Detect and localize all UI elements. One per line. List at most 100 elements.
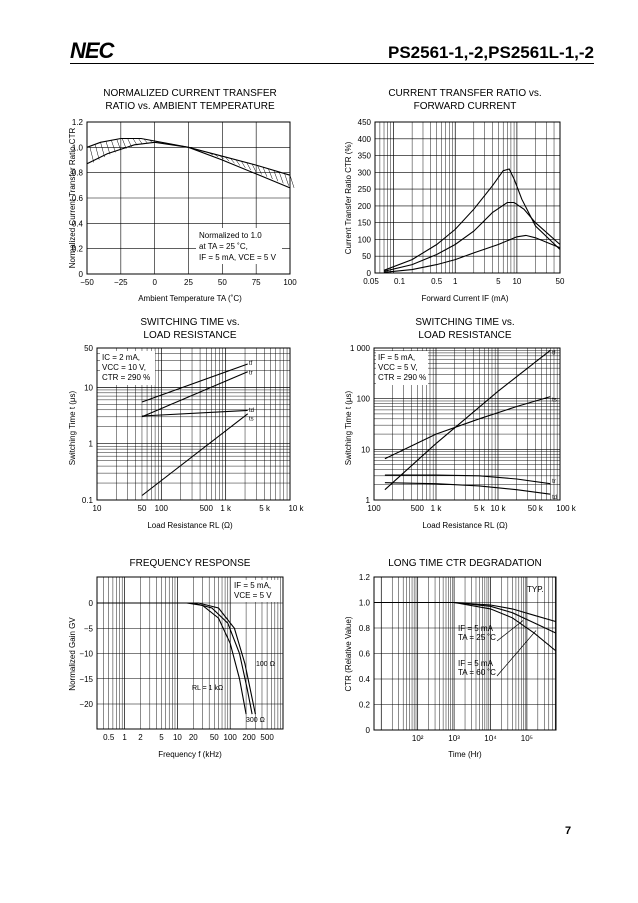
x-tick-label: 5 (159, 733, 164, 742)
x-tick-label: 500 (200, 504, 214, 513)
chart6-note-25: IF = 5 mA (458, 624, 494, 633)
hatch-line (278, 171, 284, 184)
y-tick-label: 0.2 (72, 245, 84, 254)
y-tick-label: 0 (79, 270, 84, 279)
chart4-title: SWITCHING TIME vs. (415, 317, 514, 328)
x-tick-label: 50 k (528, 504, 544, 513)
chart2-frame (374, 121, 561, 274)
hatch-line (251, 163, 257, 173)
chart4-frame (373, 347, 561, 501)
chart4-title: LOAD RESISTANCE (418, 330, 511, 341)
curve-label: 100 Ω (256, 661, 275, 668)
note-box (196, 228, 282, 264)
hatch-line (170, 143, 176, 145)
x-axis-label: Ambient Temperature TA (˚C) (138, 294, 242, 303)
x-tick-label: 10⁴ (484, 734, 497, 743)
y-tick-label: 0.6 (359, 650, 371, 659)
header-rule (70, 63, 594, 64)
x-tick-label: 1 (122, 733, 127, 742)
hatch-line (127, 138, 132, 148)
hatch-line (262, 166, 268, 177)
y-axis-label: Normalized Gain GV (68, 617, 77, 691)
x-tick-label: 100 (283, 278, 297, 287)
series-rl-100 (97, 602, 256, 715)
hatch-line (219, 155, 224, 160)
chart3-note: IC = 2 mA, (102, 353, 140, 362)
leader-line (496, 620, 524, 642)
hatch-line (235, 159, 241, 166)
y-tick-label: 1 (89, 440, 94, 449)
x-tick-label: 10 (173, 733, 182, 742)
x-tick-label: 100 (367, 504, 381, 513)
chart3-title: SWITCHING TIME vs. (140, 317, 239, 328)
x-tick-label: 500 (260, 733, 274, 742)
chart6-note-60: IF = 5 mA (458, 659, 494, 668)
x-axis-label: Load Resistance RL (Ω) (422, 521, 508, 530)
curve-label: tf (249, 361, 253, 367)
chart1-note: Normalized to 1.0 (199, 231, 262, 240)
hatch-line (224, 156, 230, 162)
hatch-line (241, 161, 246, 168)
y-tick-label: 1 (366, 496, 371, 505)
chart1-title: RATIO vs. AMBIENT TEMPERATURE (105, 101, 275, 112)
chart1-title: NORMALIZED CURRENT TRANSFER (103, 88, 277, 99)
y-tick-label: 1.0 (359, 599, 371, 608)
hatch-line (154, 140, 159, 143)
series-ta-60 (374, 601, 557, 652)
y-tick-label: 0.1 (82, 496, 94, 505)
x-tick-label: 1 k (220, 504, 232, 513)
hatch-line (284, 173, 289, 186)
note-box (232, 580, 280, 602)
chart6-title: LONG TIME CTR DEGRADATION (388, 558, 542, 569)
y-tick-label: 250 (358, 185, 372, 194)
page-number: 7 (565, 825, 572, 837)
hatch-line (160, 141, 165, 144)
series-ts (141, 413, 249, 496)
chart5-note: IF = 5 mA, (234, 581, 271, 590)
series-tf (141, 363, 248, 403)
series-td (384, 482, 551, 495)
y-tick-label: 300 (358, 168, 372, 177)
curve-label: 300 Ω (246, 717, 265, 724)
y-tick-label: 100 (358, 235, 372, 244)
x-tick-label: 0.5 (103, 733, 115, 742)
y-tick-label: 50 (362, 252, 371, 261)
hatch-line (94, 144, 100, 160)
hatch-line (214, 153, 219, 158)
y-tick-label: −20 (79, 700, 93, 709)
x-tick-label: 2 (138, 733, 143, 742)
curve-label: tr (249, 371, 253, 377)
hatch-line (230, 158, 235, 164)
hatch-line (149, 139, 154, 144)
series-ctr-mid (383, 201, 561, 272)
chart6-note-25: TA = 25 ˚C (458, 633, 496, 642)
chart1-note: IF = 5 mA, VCE = 5 V (199, 253, 277, 262)
y-tick-label: 350 (358, 152, 372, 161)
curve-label: ts (552, 398, 557, 404)
hatch-line (121, 138, 127, 149)
y-tick-label: 0 (367, 269, 372, 278)
x-tick-label: 100 (155, 504, 169, 513)
chart1-note: at TA = 25 ˚C, (199, 242, 248, 251)
y-axis-label: Normalized Current Transfer Ratio CTR (68, 128, 77, 269)
chart6-frame (373, 576, 557, 731)
y-tick-label: 1.0 (72, 143, 84, 152)
hatch-line (89, 146, 95, 163)
chart3-title: LOAD RESISTANCE (143, 330, 236, 341)
x-tick-label: 10² (412, 734, 424, 743)
curve-label: td (249, 408, 254, 414)
series-rl-300 (97, 602, 253, 715)
y-tick-label: 0 (366, 726, 371, 735)
x-tick-label: 10 k (490, 504, 506, 513)
x-axis-label: Time (Hr) (448, 750, 482, 759)
chart6-note-60: TA = 60 ˚C (458, 668, 496, 677)
document-title: PS2561-1,-2,PS2561L-1,-2 (387, 43, 594, 62)
hatch-line (143, 138, 149, 144)
hatch-line (273, 170, 279, 182)
y-tick-label: 10 (84, 383, 93, 392)
x-tick-label: 500 (411, 504, 425, 513)
series-ts (384, 396, 551, 460)
hatch-line (246, 162, 251, 171)
y-axis-label: Switching Time t (μs) (68, 390, 77, 465)
x-tick-label: 25 (184, 278, 193, 287)
